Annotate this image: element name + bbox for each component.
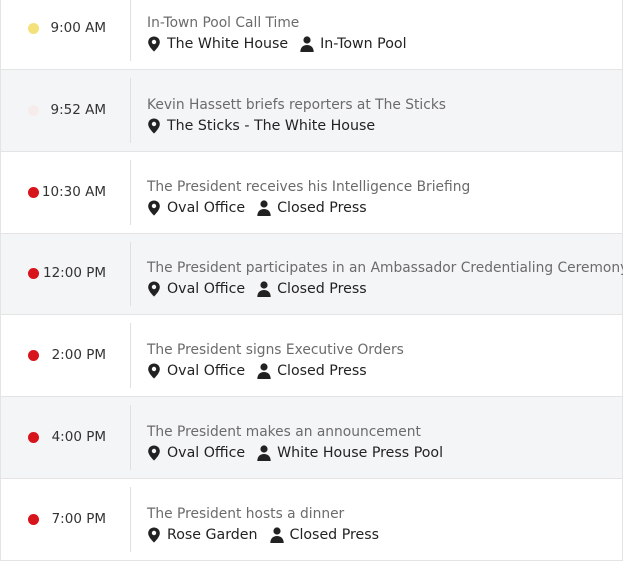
- event-time: 10:30 AM: [41, 184, 106, 200]
- map-pin-icon: [147, 118, 161, 134]
- event-location: Oval Office: [167, 363, 246, 379]
- event-meta: Oval Office Closed Press: [147, 361, 618, 381]
- event-meta: Rose Garden Closed Press: [147, 525, 618, 545]
- column-divider: [130, 160, 131, 225]
- event-title: The President signs Executive Orders: [147, 342, 404, 358]
- event-details: The President signs Executive Orders Ova…: [147, 341, 618, 381]
- event-meta: Oval Office White House Press Pool: [147, 443, 618, 463]
- event-meta: Oval Office Closed Press: [147, 198, 618, 218]
- event-details: The President participates in an Ambassa…: [147, 259, 623, 299]
- schedule-row: 9:00 AM In-Town Pool Call Time The White…: [1, 0, 622, 70]
- event-title: The President makes an announcement: [147, 424, 421, 440]
- person-icon: [300, 36, 314, 52]
- person-icon: [269, 527, 284, 543]
- status-dot: [28, 350, 39, 361]
- event-title: The President participates in an Ambassa…: [147, 260, 623, 276]
- status-dot: [28, 23, 39, 34]
- event-location: Oval Office: [167, 281, 246, 297]
- time-cell: 4:00 PM: [1, 397, 130, 478]
- event-time: 12:00 PM: [43, 265, 106, 281]
- event-title: In-Town Pool Call Time: [147, 15, 300, 31]
- time-cell: 12:00 PM: [1, 234, 130, 314]
- column-divider: [130, 78, 131, 143]
- event-press: In-Town Pool: [320, 36, 407, 52]
- status-dot: [28, 432, 39, 443]
- event-meta: The Sticks - The White House: [147, 116, 618, 136]
- column-divider: [130, 487, 131, 552]
- column-divider: [130, 242, 131, 306]
- map-pin-icon: [147, 445, 161, 461]
- schedule-row: 10:30 AM The President receives his Inte…: [1, 152, 622, 234]
- event-title: Kevin Hassett briefs reporters at The St…: [147, 97, 446, 113]
- column-divider: [130, 0, 131, 61]
- event-title: The President receives his Intelligence …: [147, 179, 471, 195]
- column-divider: [130, 323, 131, 388]
- event-press: Closed Press: [277, 281, 367, 297]
- status-dot: [28, 514, 39, 525]
- event-meta: Oval Office Closed Press: [147, 279, 618, 299]
- event-location: Oval Office: [167, 445, 246, 461]
- map-pin-icon: [147, 527, 161, 543]
- event-details: Kevin Hassett briefs reporters at The St…: [147, 96, 618, 136]
- map-pin-icon: [147, 36, 161, 52]
- time-cell: 10:30 AM: [1, 152, 130, 233]
- event-location: Rose Garden: [167, 527, 258, 543]
- event-time: 9:00 AM: [50, 20, 107, 36]
- status-dot: [28, 268, 39, 279]
- schedule-row: 2:00 PM The President signs Executive Or…: [1, 315, 622, 397]
- schedule-row: 9:52 AM Kevin Hassett briefs reporters a…: [1, 70, 622, 152]
- person-icon: [257, 363, 271, 379]
- event-details: The President makes an announcement Oval…: [147, 423, 618, 463]
- map-pin-icon: [147, 200, 161, 216]
- event-location: The Sticks - The White House: [167, 118, 376, 134]
- event-details: The President hosts a dinner Rose Garden…: [147, 505, 618, 545]
- person-icon: [257, 200, 271, 216]
- time-cell: 7:00 PM: [1, 479, 130, 560]
- schedule-row: 12:00 PM The President participates in a…: [1, 234, 623, 315]
- event-press: Closed Press: [277, 363, 367, 379]
- event-time: 2:00 PM: [51, 347, 106, 363]
- column-divider: [130, 405, 131, 470]
- event-time: 9:52 AM: [50, 102, 107, 118]
- time-cell: 9:52 AM: [1, 70, 130, 151]
- event-press: Closed Press: [277, 200, 367, 216]
- schedule-row: 7:00 PM The President hosts a dinner Ros…: [1, 479, 622, 561]
- person-icon: [257, 445, 271, 461]
- schedule-row: 4:00 PM The President makes an announcem…: [1, 397, 622, 479]
- event-time: 7:00 PM: [51, 511, 106, 527]
- event-time: 4:00 PM: [51, 429, 106, 445]
- event-title: The President hosts a dinner: [147, 506, 345, 522]
- status-dot: [28, 105, 39, 116]
- event-meta: The White House In-Town Pool: [147, 34, 618, 54]
- event-location: Oval Office: [167, 200, 246, 216]
- event-press: White House Press Pool: [277, 445, 444, 461]
- status-dot: [28, 187, 39, 198]
- time-cell: 9:00 AM: [1, 0, 130, 69]
- event-details: The President receives his Intelligence …: [147, 178, 618, 218]
- time-cell: 2:00 PM: [1, 315, 130, 396]
- map-pin-icon: [147, 363, 161, 379]
- person-icon: [257, 281, 271, 297]
- event-details: In-Town Pool Call Time The White House I…: [147, 14, 618, 54]
- event-location: The White House: [167, 36, 289, 52]
- map-pin-icon: [147, 281, 161, 297]
- event-press: Closed Press: [289, 527, 380, 543]
